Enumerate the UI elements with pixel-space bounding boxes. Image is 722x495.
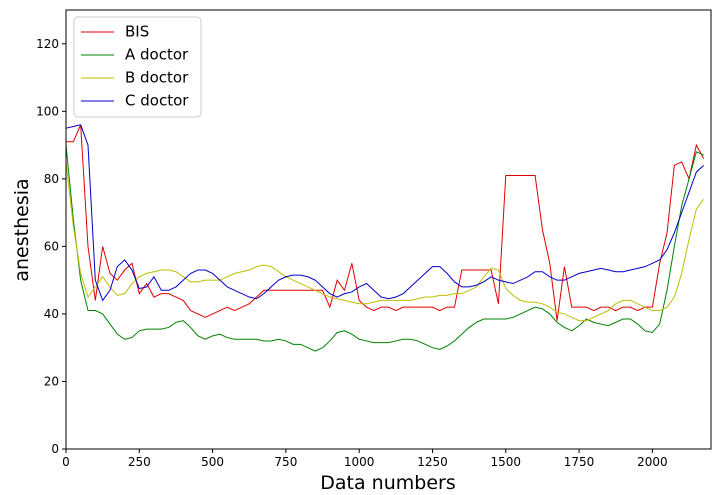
x-tick-label: 750 bbox=[274, 455, 297, 469]
y-tick-label: 120 bbox=[36, 37, 59, 51]
series-line bbox=[65, 145, 704, 352]
legend-label: A doctor bbox=[125, 46, 189, 64]
x-tick-label: 2000 bbox=[637, 455, 668, 469]
legend-label: BIS bbox=[125, 23, 149, 41]
x-tick-label: 0 bbox=[62, 455, 70, 469]
x-tick-label: 250 bbox=[128, 455, 151, 469]
series-line bbox=[65, 161, 705, 322]
y-tick-label: 0 bbox=[51, 442, 59, 456]
y-tick-label: 20 bbox=[44, 374, 59, 388]
legend-label: B doctor bbox=[125, 69, 189, 87]
x-tick-label: 1500 bbox=[490, 455, 521, 469]
y-axis-label: anesthesia bbox=[11, 178, 33, 281]
series-line bbox=[65, 124, 705, 302]
x-tick-label: 500 bbox=[201, 455, 224, 469]
x-tick-label: 1000 bbox=[344, 455, 375, 469]
x-tick-label: 1750 bbox=[564, 455, 595, 469]
legend-box bbox=[73, 16, 202, 118]
y-tick-label: 60 bbox=[44, 239, 59, 253]
plot-frame bbox=[65, 9, 712, 450]
y-tick-label: 40 bbox=[44, 307, 59, 321]
y-tick-label: 80 bbox=[44, 172, 59, 186]
series-line bbox=[66, 124, 705, 321]
legend-label: C doctor bbox=[125, 92, 189, 110]
x-axis-label: Data numbers bbox=[320, 472, 455, 494]
y-tick-label: 100 bbox=[36, 104, 59, 118]
x-tick-label: 1250 bbox=[417, 455, 448, 469]
